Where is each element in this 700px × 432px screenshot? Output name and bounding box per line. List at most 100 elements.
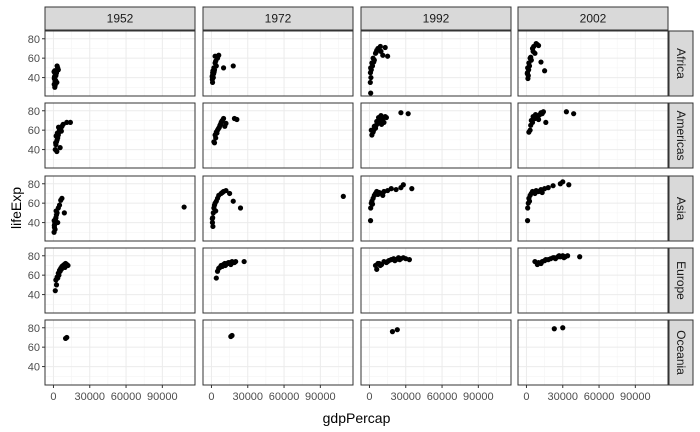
panel-border — [517, 319, 669, 386]
row-strip-label-asia: Asia — [674, 197, 688, 221]
y-tick-label: 40 — [28, 145, 40, 157]
data-point — [220, 65, 227, 71]
data-point — [219, 118, 225, 125]
data-point — [214, 268, 221, 274]
panel-border — [517, 247, 669, 314]
data-point — [524, 218, 531, 224]
data-point — [560, 325, 566, 331]
data-point — [56, 202, 63, 208]
x-tick-label: 60000 — [111, 391, 142, 403]
panel-points — [51, 63, 61, 90]
row-strip-oceania — [668, 319, 694, 386]
data-point — [55, 124, 62, 130]
panel-background — [45, 31, 195, 96]
y-tick-label: 60 — [28, 53, 40, 65]
panel-gridlines — [45, 320, 195, 385]
panel-gridlines — [45, 248, 195, 313]
data-point — [380, 192, 386, 199]
panel-americas-2002 — [517, 102, 669, 169]
panel-gridlines — [45, 31, 195, 96]
data-point — [525, 75, 531, 82]
data-point — [213, 208, 219, 214]
panel-asia-1972 — [202, 175, 354, 242]
data-point — [52, 226, 58, 232]
panel-europe-1952 — [44, 247, 196, 314]
data-point — [378, 113, 384, 119]
panel-border — [360, 247, 512, 314]
x-tick-label: 60000 — [269, 391, 300, 403]
panel-africa-1952 — [44, 30, 196, 97]
panel-asia-2002 — [517, 175, 669, 242]
panel-border — [44, 102, 196, 169]
panel-background — [203, 103, 353, 168]
panel-border — [202, 175, 354, 242]
data-point — [209, 79, 216, 86]
data-point — [381, 119, 387, 126]
panel-americas-1972 — [202, 102, 354, 169]
data-point — [51, 218, 57, 224]
x-tick-label: 0 — [208, 391, 214, 403]
data-point — [54, 148, 60, 155]
data-point — [369, 201, 376, 207]
x-tick-label: 90000 — [463, 391, 494, 403]
data-point — [550, 183, 556, 189]
data-point — [64, 119, 70, 126]
data-point — [535, 115, 541, 122]
data-point — [53, 140, 59, 146]
facet-panels — [44, 30, 669, 386]
x-tick-label: 0 — [50, 391, 56, 403]
data-point — [566, 182, 572, 188]
x-tick-label: 0 — [366, 391, 372, 403]
data-point — [368, 74, 374, 81]
data-point — [227, 190, 233, 197]
y-tick-label: 60 — [28, 270, 40, 282]
x-tick-label: 90000 — [305, 391, 336, 403]
panel-points — [209, 52, 236, 86]
panel-africa-1972 — [202, 30, 354, 97]
x-tick-label: 30000 — [390, 391, 421, 403]
row-strip-africa — [668, 30, 694, 97]
data-point — [217, 264, 223, 271]
data-point — [222, 262, 228, 269]
data-point — [57, 145, 63, 151]
data-point — [213, 275, 219, 281]
data-point — [181, 204, 187, 210]
data-point — [223, 120, 229, 126]
data-point — [209, 216, 215, 222]
data-point — [571, 111, 577, 117]
data-point — [230, 63, 236, 69]
panel-border — [360, 319, 512, 386]
y-tick-label: 60 — [28, 125, 40, 137]
x-tick-label: 60000 — [584, 391, 615, 403]
data-point — [241, 258, 247, 265]
data-point — [213, 58, 219, 64]
panel-points — [213, 258, 247, 281]
data-point — [212, 53, 218, 59]
data-point — [233, 258, 239, 265]
row-strip-label-africa: Africa — [674, 48, 688, 79]
data-point — [55, 65, 61, 71]
data-point — [539, 189, 545, 196]
panel-background — [45, 103, 195, 168]
panel-oceania-1952 — [44, 319, 196, 386]
panel-border — [44, 30, 196, 97]
data-point — [67, 119, 74, 126]
x-tick-label: 90000 — [620, 391, 651, 403]
data-point — [367, 79, 373, 86]
data-point — [400, 182, 406, 188]
data-point — [526, 63, 533, 69]
data-point — [230, 198, 236, 204]
row-strip-americas — [668, 102, 694, 169]
panel-asia-1992 — [360, 175, 512, 242]
data-point — [542, 68, 548, 74]
panel-background — [361, 103, 511, 168]
data-point — [563, 109, 569, 115]
column-strip-label-2002: 2002 — [580, 12, 607, 26]
data-point — [368, 90, 374, 96]
panel-border — [360, 102, 512, 169]
y-tick-label: 80 — [28, 251, 40, 263]
data-point — [55, 275, 61, 281]
panel-background — [203, 320, 353, 385]
data-point — [61, 210, 67, 216]
data-point — [213, 63, 219, 69]
